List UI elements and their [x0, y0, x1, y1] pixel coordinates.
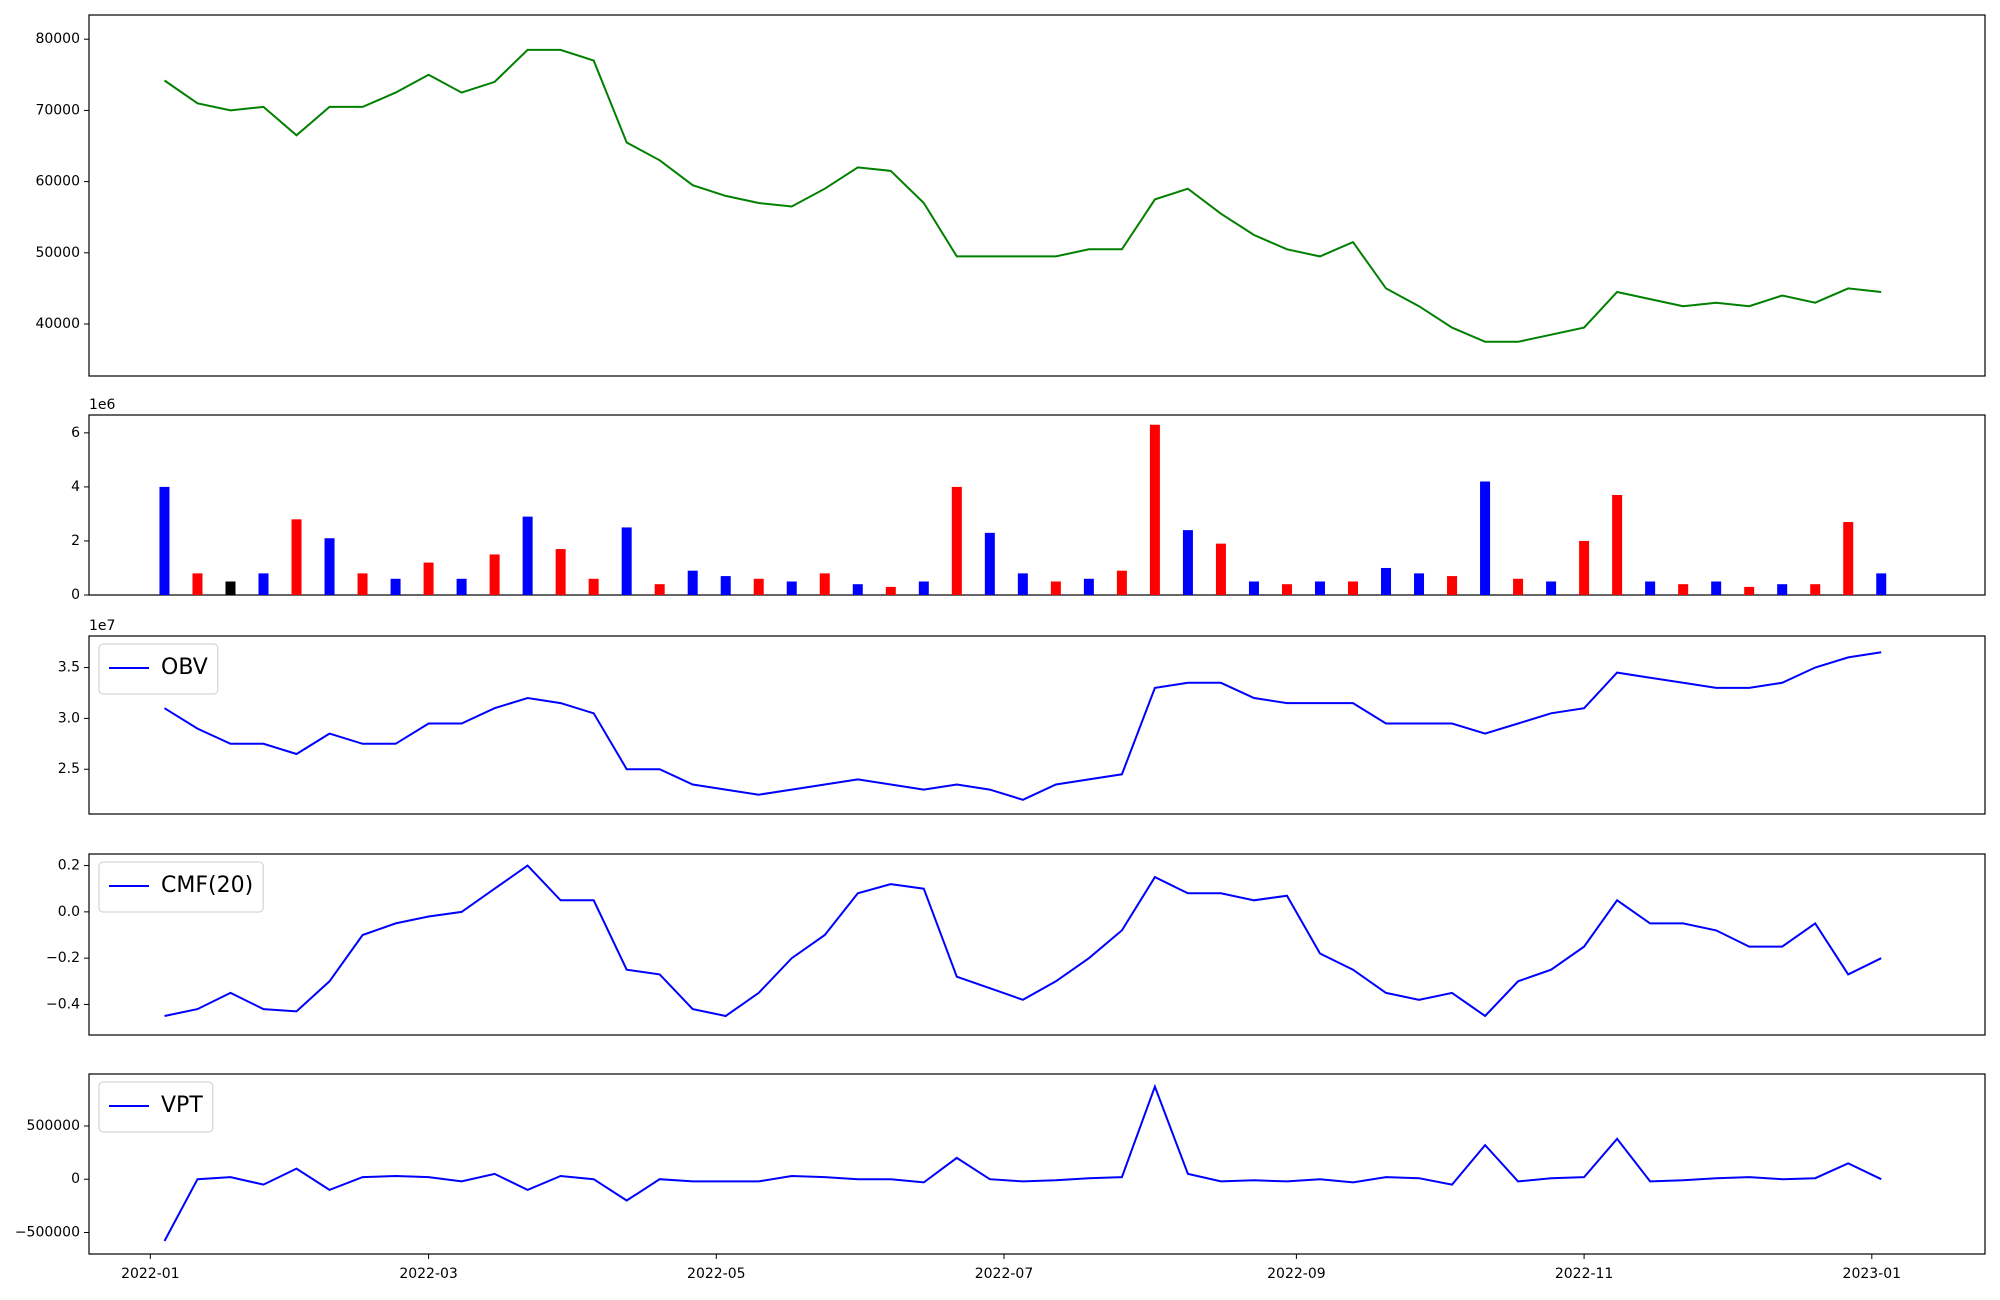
bar	[555, 549, 566, 595]
y-tick-label: 2	[71, 533, 80, 549]
bar	[291, 519, 302, 595]
bar	[687, 570, 698, 595]
bar	[1810, 584, 1821, 595]
bar	[984, 532, 995, 595]
y-tick-label: 3.5	[58, 660, 80, 676]
axes-frame	[88, 853, 1986, 1036]
bar	[1513, 578, 1524, 595]
y-tick-label: 2.5	[58, 761, 80, 777]
bar	[1348, 581, 1358, 595]
bar	[324, 538, 335, 595]
bar	[1281, 584, 1292, 595]
legend-box	[98, 1081, 214, 1133]
bar	[456, 578, 467, 595]
bar	[225, 581, 236, 595]
bar	[159, 486, 170, 595]
bar	[1876, 573, 1887, 595]
axes-frame	[88, 635, 1986, 815]
legend-box	[98, 643, 219, 695]
y-tick-label: 4	[71, 479, 80, 495]
offset-label: 1e7	[89, 618, 115, 634]
bar	[390, 578, 401, 595]
bar	[1083, 578, 1094, 595]
bar	[489, 554, 500, 595]
bar	[1645, 581, 1656, 595]
bar	[1777, 584, 1788, 595]
bar	[1447, 576, 1458, 595]
bar	[1149, 424, 1160, 595]
y-tick-label: 0	[71, 587, 80, 603]
bar	[852, 584, 863, 595]
bar	[1612, 495, 1623, 595]
y-tick-label: 6	[71, 425, 80, 441]
x-tick-label: 2022-07	[975, 1266, 1034, 1282]
x-tick-label: 2022-03	[399, 1266, 458, 1282]
bar	[819, 573, 830, 595]
axes-frame	[88, 14, 1986, 377]
y-tick-label: 50000	[35, 245, 80, 261]
line-series	[163, 1083, 1882, 1242]
line-series	[164, 864, 1882, 1018]
bar	[357, 573, 368, 595]
legend-box	[98, 861, 264, 913]
bar	[786, 581, 797, 595]
x-tick-label: 2022-05	[687, 1266, 746, 1282]
bar	[588, 578, 599, 595]
y-tick-label: 0	[71, 1171, 80, 1187]
bar	[1017, 573, 1028, 595]
bar	[192, 573, 203, 595]
offset-label: 1e6	[89, 397, 116, 413]
bar	[1182, 530, 1193, 595]
axes-frame	[88, 414, 1986, 596]
x-tick-label: 2022-09	[1267, 1266, 1326, 1282]
y-tick-label: 3.0	[58, 710, 80, 726]
y-tick-label: 500000	[27, 1118, 80, 1134]
legend-label: OBV	[161, 655, 208, 680]
bar	[1215, 543, 1226, 595]
axes-frame	[88, 1073, 1986, 1255]
y-tick-label: −0.2	[46, 950, 80, 966]
y-tick-label: 0.2	[58, 858, 80, 874]
y-tick-label: 40000	[35, 316, 80, 332]
legend-label: CMF(20)	[161, 873, 253, 898]
bar	[654, 584, 665, 595]
bar	[951, 486, 962, 595]
bar	[1414, 573, 1425, 595]
line-series	[163, 651, 1882, 801]
y-tick-label: −0.4	[46, 996, 80, 1012]
bar	[423, 562, 434, 595]
bar	[1711, 581, 1722, 595]
bar	[720, 576, 731, 595]
y-tick-label: 0.0	[58, 904, 80, 920]
bar	[1678, 584, 1689, 595]
bar	[885, 586, 896, 595]
bar	[621, 527, 632, 595]
bar	[522, 516, 533, 595]
bar	[1116, 570, 1127, 595]
y-tick-label: 70000	[35, 102, 80, 118]
legend-label: VPT	[161, 1093, 203, 1118]
bar	[1381, 567, 1392, 595]
bar	[1579, 540, 1590, 595]
y-tick-label: −500000	[15, 1224, 80, 1240]
y-tick-label: 80000	[35, 31, 80, 47]
x-tick-label: 2022-01	[121, 1266, 180, 1282]
bar	[1744, 586, 1755, 595]
bar	[918, 581, 929, 595]
y-tick-label: 60000	[35, 174, 80, 190]
x-tick-label: 2022-11	[1555, 1266, 1614, 1282]
bar	[1314, 581, 1325, 595]
bar	[753, 578, 764, 595]
bar	[1843, 522, 1854, 595]
bar	[258, 573, 269, 595]
bar	[1248, 581, 1259, 595]
bar	[1050, 581, 1061, 595]
bar	[1480, 481, 1491, 595]
line-series	[163, 48, 1882, 343]
bar	[1546, 581, 1557, 595]
x-tick-label: 2023-01	[1843, 1266, 1902, 1282]
